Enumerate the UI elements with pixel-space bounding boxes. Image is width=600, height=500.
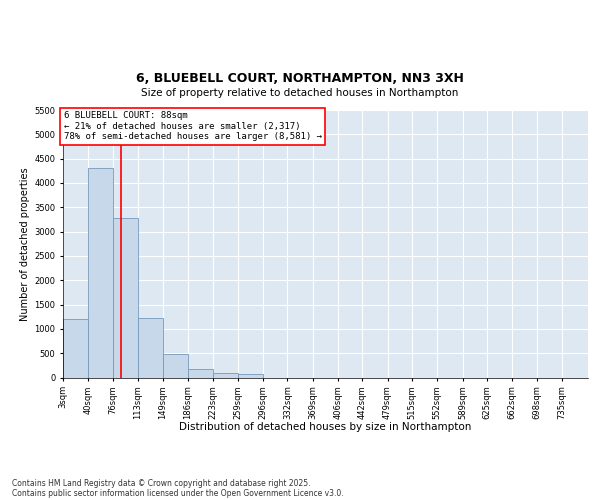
Bar bbox=[163, 354, 188, 378]
Bar bbox=[113, 218, 138, 378]
Text: Size of property relative to detached houses in Northampton: Size of property relative to detached ho… bbox=[142, 88, 458, 98]
Text: 6, BLUEBELL COURT, NORTHAMPTON, NN3 3XH: 6, BLUEBELL COURT, NORTHAMPTON, NN3 3XH bbox=[136, 72, 464, 85]
Bar bbox=[213, 372, 238, 378]
Text: 6 BLUEBELL COURT: 88sqm
← 21% of detached houses are smaller (2,317)
78% of semi: 6 BLUEBELL COURT: 88sqm ← 21% of detache… bbox=[64, 112, 322, 141]
Bar bbox=[238, 374, 263, 378]
Bar bbox=[188, 369, 213, 378]
X-axis label: Distribution of detached houses by size in Northampton: Distribution of detached houses by size … bbox=[179, 422, 472, 432]
Y-axis label: Number of detached properties: Number of detached properties bbox=[20, 167, 30, 320]
Text: Contains HM Land Registry data © Crown copyright and database right 2025.: Contains HM Land Registry data © Crown c… bbox=[12, 478, 311, 488]
Bar bbox=[88, 168, 113, 378]
Bar bbox=[138, 318, 163, 378]
Text: Contains public sector information licensed under the Open Government Licence v3: Contains public sector information licen… bbox=[12, 488, 344, 498]
Bar bbox=[63, 318, 88, 378]
